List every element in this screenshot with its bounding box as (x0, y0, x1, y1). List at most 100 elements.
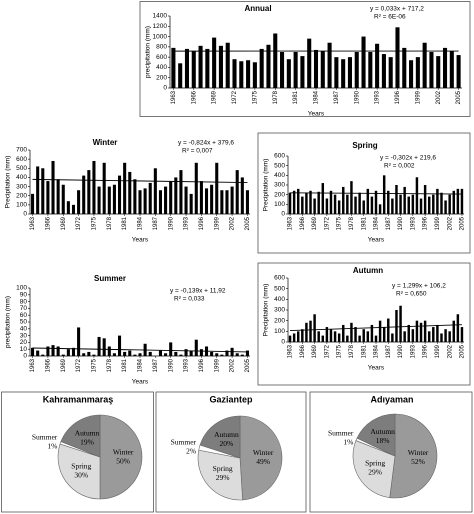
slice-value-label: 50% (116, 457, 130, 466)
bar (118, 335, 122, 356)
y-axis-label: Precipitation (mm) (263, 284, 270, 337)
bar (194, 339, 198, 356)
x-tick-label: 1981 (122, 358, 128, 372)
trend-r2: R² = 0,650 (396, 291, 427, 298)
bar (56, 179, 60, 214)
bar (235, 170, 239, 214)
x-tick-label: 1981 (361, 344, 367, 358)
trend-r2: R² = 0,033 (174, 296, 205, 303)
bar (325, 327, 329, 342)
bar (399, 305, 402, 342)
x-axis-label: Years (368, 365, 385, 372)
trend-equation: y = 0,033x + 717,2 (370, 6, 424, 13)
y-tick-label: 600 (16, 156, 27, 163)
bar (419, 198, 423, 214)
y-tick-label: 30 (20, 332, 28, 339)
x-axis-label: Years (308, 111, 325, 118)
bar (374, 335, 378, 342)
bar (153, 168, 157, 214)
bar (391, 333, 394, 342)
bar (440, 333, 443, 342)
bar (148, 351, 152, 356)
y-tick-label: 400 (274, 296, 285, 303)
bar (368, 52, 373, 88)
bar (252, 62, 257, 88)
bar (333, 194, 337, 214)
bar (350, 181, 353, 214)
y-tick-label: 0 (281, 211, 285, 218)
bar (273, 33, 278, 88)
bar (327, 42, 332, 88)
x-tick-label: 1996 (199, 216, 205, 230)
panel-frame (257, 262, 471, 386)
slice-label: Summer (32, 432, 58, 441)
bar (107, 346, 111, 356)
y-tick-label: 20 (20, 339, 28, 346)
x-tick-label: 1966 (191, 90, 197, 104)
x-tick-label: 1972 (76, 358, 82, 372)
bar (133, 179, 137, 214)
bar (97, 336, 101, 356)
x-tick-label: 1975 (92, 358, 98, 372)
x-tick-label: 1984 (374, 344, 380, 358)
bar (444, 200, 447, 214)
panel-frame (309, 391, 473, 513)
bar (107, 186, 111, 214)
bar (164, 353, 168, 356)
x-tick-label: 1963 (171, 90, 177, 104)
bar (171, 47, 176, 88)
pie-slice (60, 414, 101, 458)
bar (403, 331, 406, 342)
bar (456, 188, 460, 214)
y-tick-label: 600 (274, 153, 285, 160)
bar (440, 192, 443, 214)
chart-title: Summer (94, 274, 126, 283)
x-tick-label: 1993 (410, 216, 416, 230)
chart-title: Spring (352, 141, 377, 150)
bar (423, 185, 427, 214)
y-tick-label: 200 (156, 74, 167, 81)
slice-value-label: 1% (47, 441, 57, 450)
bar (191, 50, 196, 88)
bar (419, 322, 423, 342)
y-tick-label: 90 (20, 292, 28, 299)
bar (288, 192, 292, 214)
chart-title: Adıyaman (370, 394, 413, 404)
bar (350, 322, 353, 342)
bar (402, 47, 407, 88)
x-tick-label: 1993 (410, 344, 416, 358)
bar (61, 354, 65, 356)
bar (300, 56, 305, 88)
y-tick-label: 600 (274, 275, 285, 282)
y-axis-label: precipitation (mm) (145, 26, 152, 78)
x-tick-label: 1981 (361, 216, 367, 230)
x-tick-label: 2002 (230, 358, 236, 372)
bar (71, 204, 76, 214)
x-tick-label: 1978 (273, 90, 279, 104)
bar (138, 190, 142, 214)
x-tick-label: 2005 (456, 90, 462, 104)
y-tick-label: 100 (16, 202, 27, 209)
bar (220, 190, 224, 214)
y-tick-label: 200 (274, 191, 285, 198)
bar (436, 188, 439, 214)
x-tick-label: 1972 (76, 216, 82, 230)
bar (118, 175, 122, 214)
bar (374, 190, 378, 214)
bar (403, 186, 406, 214)
bar (362, 329, 365, 342)
bar (301, 196, 304, 214)
bar (87, 351, 91, 356)
trend-r2: R² = 6E-06 (374, 14, 406, 21)
x-tick-label: 2002 (447, 216, 453, 230)
bar (259, 48, 264, 88)
bar (388, 57, 393, 88)
bar (358, 192, 361, 214)
y-tick-label: 50 (20, 319, 28, 326)
bar (174, 351, 178, 356)
y-tick-label: 400 (274, 172, 285, 179)
bar (329, 329, 333, 342)
bar (382, 327, 386, 342)
bar (342, 324, 345, 342)
bar (41, 354, 45, 356)
